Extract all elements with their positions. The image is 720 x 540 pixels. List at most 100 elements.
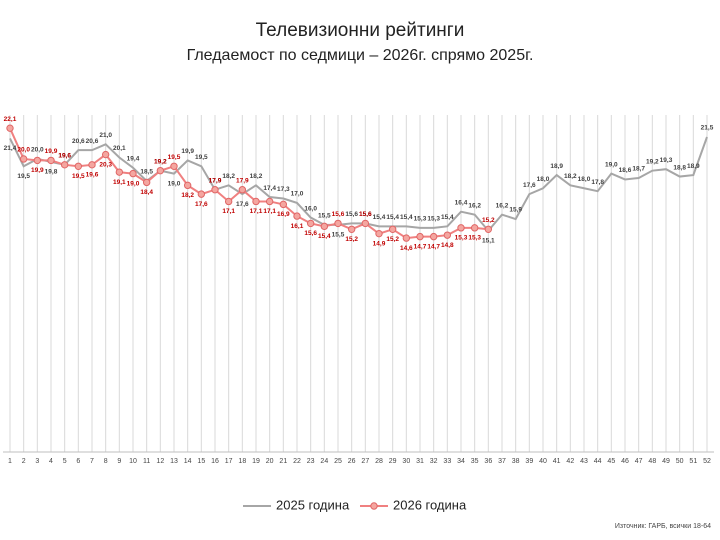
data-label: 15,4 [386, 214, 399, 221]
data-label: 15,2 [386, 236, 399, 243]
point-marker [347, 225, 356, 233]
x-tick-label: 49 [662, 458, 670, 465]
data-label: 15,6 [345, 211, 358, 218]
x-tick-label: 36 [484, 458, 492, 465]
point-marker [74, 162, 83, 170]
point-marker [470, 224, 479, 232]
data-label: 19,6 [86, 172, 99, 179]
data-label: 19,5 [72, 173, 85, 180]
x-tick-label: 46 [621, 458, 629, 465]
data-label: 16,1 [291, 223, 304, 230]
point-marker [375, 229, 383, 238]
point-marker [224, 197, 233, 206]
series-line [9, 136, 708, 233]
data-label: 17,1 [250, 208, 263, 215]
x-tick-label: 22 [293, 458, 301, 465]
x-tick-label: 23 [307, 458, 315, 465]
x-tick-label: 9 [117, 458, 121, 465]
legend-label: 2025 година [276, 497, 350, 512]
x-tick-label: 40 [539, 458, 547, 465]
point-marker [60, 161, 69, 169]
point-marker [19, 155, 28, 163]
data-label: 19,5 [17, 173, 30, 180]
data-label: 15,4 [400, 214, 413, 221]
data-label: 19,0 [605, 161, 618, 168]
x-tick-label: 12 [156, 458, 164, 465]
point-marker [47, 156, 55, 165]
data-label: 19,2 [646, 158, 659, 165]
data-label: 15,2 [482, 217, 495, 224]
x-tick-label: 8 [104, 458, 108, 465]
x-tick-label: 33 [443, 458, 451, 465]
data-label: 15,3 [427, 216, 440, 223]
data-label: 17,1 [263, 208, 276, 215]
point-marker [238, 186, 247, 194]
point-marker [211, 186, 219, 194]
data-label: 18,0 [578, 176, 591, 183]
data-label: 19,6 [58, 153, 71, 160]
data-label: 21,0 [99, 132, 112, 139]
point-marker [484, 225, 493, 233]
legend-marker [370, 502, 378, 510]
data-label: 19,0 [168, 180, 181, 187]
x-tick-label: 2 [22, 458, 26, 465]
point-marker [279, 200, 288, 209]
data-label: 18,2 [181, 192, 194, 199]
data-label: 19,0 [127, 180, 140, 187]
x-tick-label: 52 [703, 458, 711, 465]
data-label: 15,1 [482, 237, 495, 244]
data-label: 17,9 [236, 177, 249, 184]
x-tick-label: 39 [525, 458, 533, 465]
point-marker [101, 150, 110, 159]
x-tick-label: 50 [676, 458, 684, 465]
x-tick-label: 42 [566, 458, 574, 465]
data-label: 18,2 [564, 173, 577, 180]
data-label: 20,3 [99, 161, 112, 168]
x-tick-label: 26 [348, 458, 356, 465]
data-label: 18,5 [140, 169, 153, 176]
point-marker [115, 168, 124, 176]
data-label: 19,9 [31, 167, 44, 174]
data-label: 17,0 [291, 191, 304, 198]
data-label: 18,7 [632, 166, 645, 173]
data-label: 15,6 [304, 230, 317, 237]
data-label: 15,3 [455, 235, 468, 242]
point-marker [197, 190, 206, 198]
data-label: 17,9 [209, 177, 222, 184]
point-marker [320, 222, 329, 231]
data-label: 19,8 [45, 169, 58, 176]
data-label: 16,9 [277, 211, 290, 218]
data-label: 19,9 [181, 148, 194, 155]
data-label: 17,6 [523, 182, 536, 189]
data-label: 16,0 [304, 205, 317, 212]
legend-label: 2026 година [393, 497, 467, 512]
x-tick-label: 34 [457, 458, 465, 465]
point-marker [388, 225, 397, 233]
x-tick-label: 17 [225, 458, 233, 465]
point-marker [88, 161, 96, 169]
data-label: 18,6 [619, 167, 632, 174]
point-marker [457, 224, 465, 232]
x-tick-label: 7 [90, 458, 94, 465]
x-tick-label: 37 [498, 458, 506, 465]
x-tick-label: 27 [361, 458, 369, 465]
data-label: 16,2 [496, 202, 509, 209]
data-label: 15,9 [509, 207, 522, 214]
point-marker [402, 234, 411, 242]
point-marker [361, 219, 370, 228]
point-marker [142, 178, 151, 187]
x-tick-label: 31 [416, 458, 424, 465]
chart-title: Телевизионни рейтинги [256, 20, 465, 41]
data-label: 15,4 [441, 214, 454, 221]
data-label: 20,1 [113, 145, 126, 152]
data-label: 22,1 [4, 116, 17, 123]
x-tick-label: 29 [389, 458, 397, 465]
data-label: 14,9 [373, 240, 386, 247]
point-marker [265, 197, 274, 206]
x-tick-label: 18 [238, 458, 246, 465]
data-label: 18,9 [687, 163, 700, 170]
x-tick-label: 25 [334, 458, 342, 465]
x-tick-label: 48 [648, 458, 656, 465]
x-tick-label: 24 [320, 458, 328, 465]
